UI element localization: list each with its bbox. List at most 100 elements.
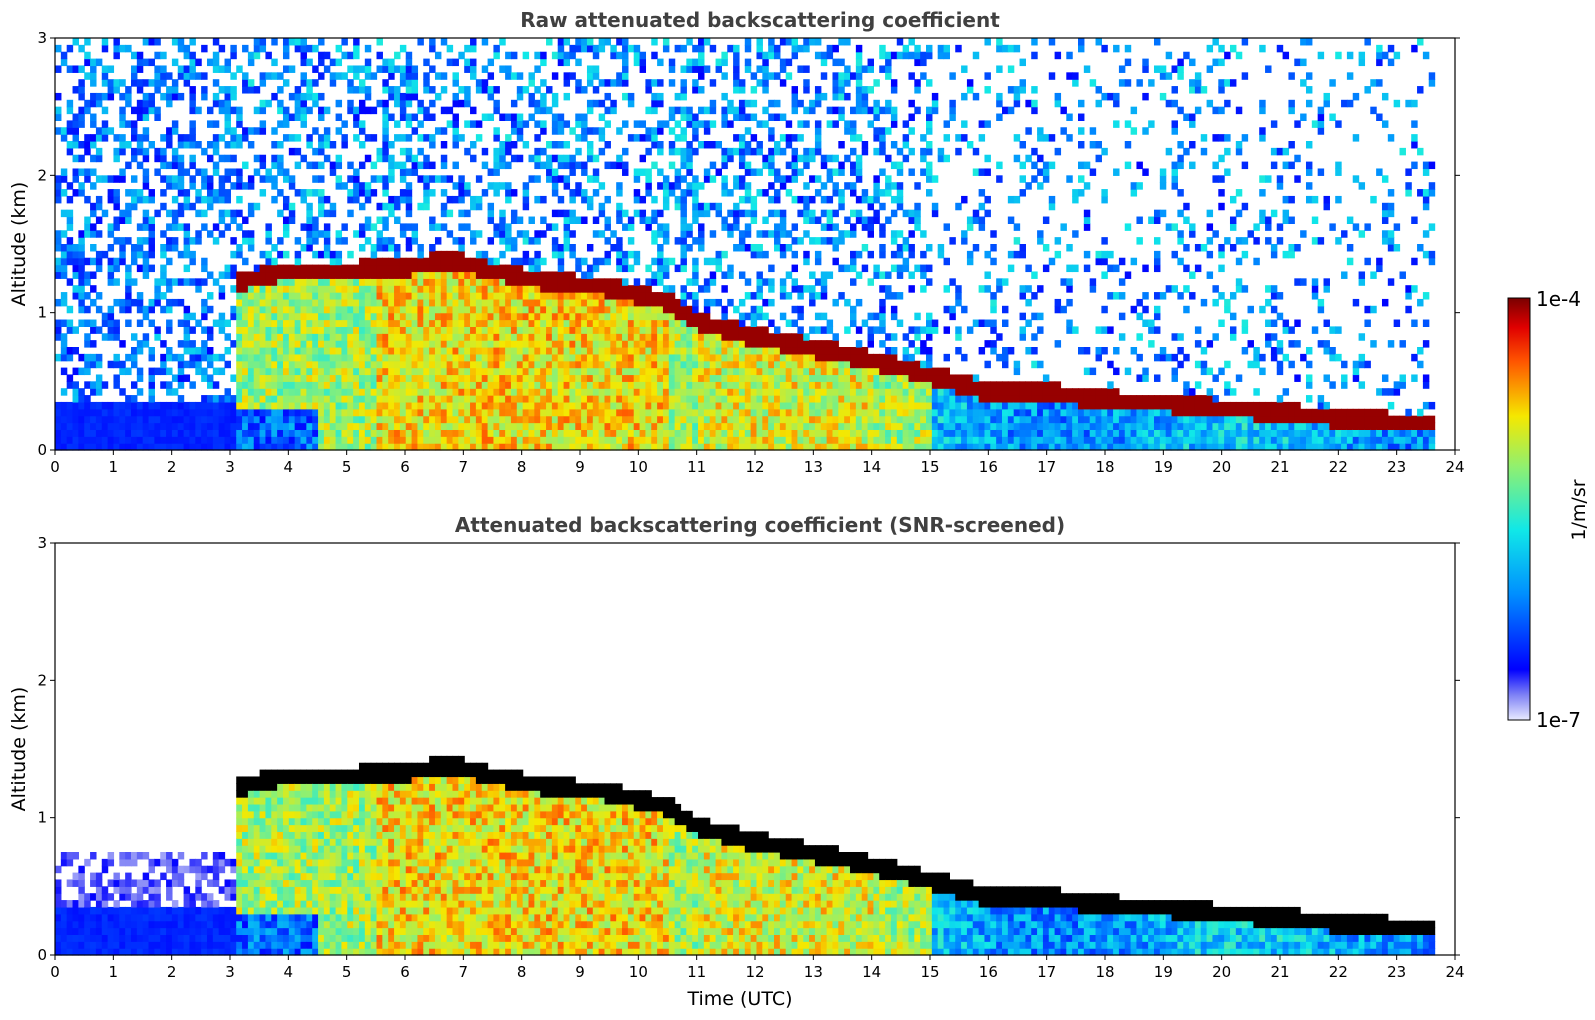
heatmap-cell bbox=[464, 388, 471, 396]
heatmap-cell bbox=[592, 319, 600, 327]
heatmap-cell bbox=[78, 319, 85, 327]
heatmap-cell bbox=[470, 278, 477, 286]
heatmap-cell bbox=[364, 347, 372, 355]
heatmap-cell bbox=[768, 154, 775, 163]
heatmap-cell bbox=[318, 401, 325, 410]
heatmap-cell bbox=[399, 99, 407, 108]
heatmap-cell bbox=[616, 443, 623, 451]
heatmap-cell bbox=[627, 360, 635, 369]
heatmap-cell bbox=[575, 367, 582, 376]
heatmap-cell bbox=[575, 147, 582, 156]
heatmap-cell bbox=[534, 388, 541, 396]
heatmap-cell bbox=[791, 250, 799, 259]
heatmap-cell bbox=[487, 340, 495, 348]
heatmap-cell bbox=[300, 319, 307, 327]
heatmap-cell bbox=[581, 340, 588, 348]
heatmap-cell bbox=[148, 367, 155, 376]
heatmap-cell bbox=[744, 161, 752, 170]
heatmap-cell bbox=[528, 353, 535, 362]
heatmap-cell bbox=[803, 367, 810, 376]
heatmap-cell bbox=[581, 298, 588, 307]
heatmap-cell bbox=[721, 347, 728, 355]
heatmap-cell bbox=[288, 38, 296, 46]
heatmap-cell bbox=[756, 147, 763, 156]
heatmap-cell bbox=[417, 408, 424, 417]
heatmap-cell bbox=[809, 360, 816, 369]
heatmap-cell bbox=[692, 312, 699, 321]
heatmap-cell bbox=[826, 436, 834, 444]
heatmap-cell bbox=[300, 367, 307, 376]
heatmap-cell bbox=[300, 326, 307, 334]
heatmap-cell bbox=[557, 353, 565, 362]
heatmap-cell bbox=[399, 285, 407, 293]
heatmap-cell bbox=[662, 271, 670, 279]
heatmap-cell bbox=[493, 51, 500, 60]
heatmap-cell bbox=[797, 134, 804, 142]
heatmap-cell bbox=[113, 38, 120, 46]
heatmap-cell bbox=[551, 340, 559, 348]
heatmap-cell bbox=[423, 113, 430, 121]
heatmap-cell bbox=[364, 285, 372, 293]
heatmap-cell bbox=[756, 312, 763, 321]
heatmap-cell bbox=[692, 216, 699, 224]
heatmap-cell bbox=[201, 326, 208, 334]
heatmap-cell bbox=[434, 223, 442, 231]
heatmap-cell bbox=[212, 422, 220, 430]
heatmap-cell bbox=[177, 38, 185, 46]
heatmap-cell bbox=[288, 271, 296, 279]
heatmap-cell bbox=[680, 244, 687, 252]
heatmap-cell bbox=[347, 443, 354, 451]
heatmap-cell bbox=[680, 340, 687, 348]
heatmap-cell bbox=[668, 312, 676, 321]
heatmap-cell bbox=[528, 347, 535, 355]
heatmap-cell bbox=[212, 195, 220, 204]
heatmap-cell bbox=[779, 429, 787, 437]
heatmap-cell bbox=[516, 395, 524, 403]
heatmap-cell bbox=[832, 120, 839, 128]
heatmap-cell bbox=[434, 175, 442, 183]
heatmap-cell bbox=[826, 381, 834, 389]
heatmap-cell bbox=[101, 436, 109, 444]
heatmap-cell bbox=[446, 44, 454, 53]
heatmap-cell bbox=[516, 367, 524, 376]
heatmap-cell bbox=[148, 319, 155, 327]
heatmap-cell bbox=[66, 436, 74, 444]
heatmap-cell bbox=[364, 443, 372, 451]
heatmap-cell bbox=[563, 79, 571, 87]
heatmap-cell bbox=[487, 326, 495, 334]
heatmap-cell bbox=[557, 38, 565, 46]
heatmap-cell bbox=[113, 237, 120, 245]
heatmap-cell bbox=[592, 230, 600, 238]
heatmap-cell bbox=[353, 298, 360, 307]
heatmap-cell bbox=[814, 374, 822, 382]
heatmap-cell bbox=[130, 175, 138, 183]
heatmap-cell bbox=[540, 395, 547, 403]
heatmap-cell bbox=[347, 415, 354, 424]
heatmap-cell bbox=[832, 360, 839, 369]
heatmap-cell bbox=[329, 319, 337, 327]
heatmap-cell bbox=[791, 367, 799, 376]
heatmap-cell bbox=[516, 333, 524, 341]
heatmap-cell bbox=[721, 182, 728, 190]
heatmap-cell bbox=[715, 422, 723, 430]
heatmap-cell bbox=[306, 367, 313, 376]
heatmap-cell bbox=[394, 285, 401, 293]
heatmap-cell bbox=[487, 395, 495, 403]
heatmap-cell bbox=[522, 374, 530, 382]
heatmap-cell bbox=[101, 429, 109, 437]
heatmap-cell bbox=[750, 388, 758, 396]
heatmap-cell bbox=[370, 360, 378, 369]
heatmap-cell bbox=[376, 347, 383, 355]
heatmap-cell bbox=[528, 99, 535, 108]
heatmap-cell bbox=[282, 250, 290, 259]
heatmap-cell bbox=[639, 154, 647, 163]
heatmap-cell bbox=[662, 381, 670, 389]
heatmap-cell bbox=[744, 38, 752, 46]
heatmap-cell bbox=[230, 92, 237, 101]
heatmap-cell bbox=[470, 195, 477, 204]
heatmap-cell bbox=[60, 189, 68, 197]
heatmap-cell bbox=[809, 388, 816, 396]
heatmap-cell bbox=[236, 182, 243, 190]
heatmap-cell bbox=[382, 65, 389, 73]
heatmap-cell bbox=[358, 353, 366, 362]
